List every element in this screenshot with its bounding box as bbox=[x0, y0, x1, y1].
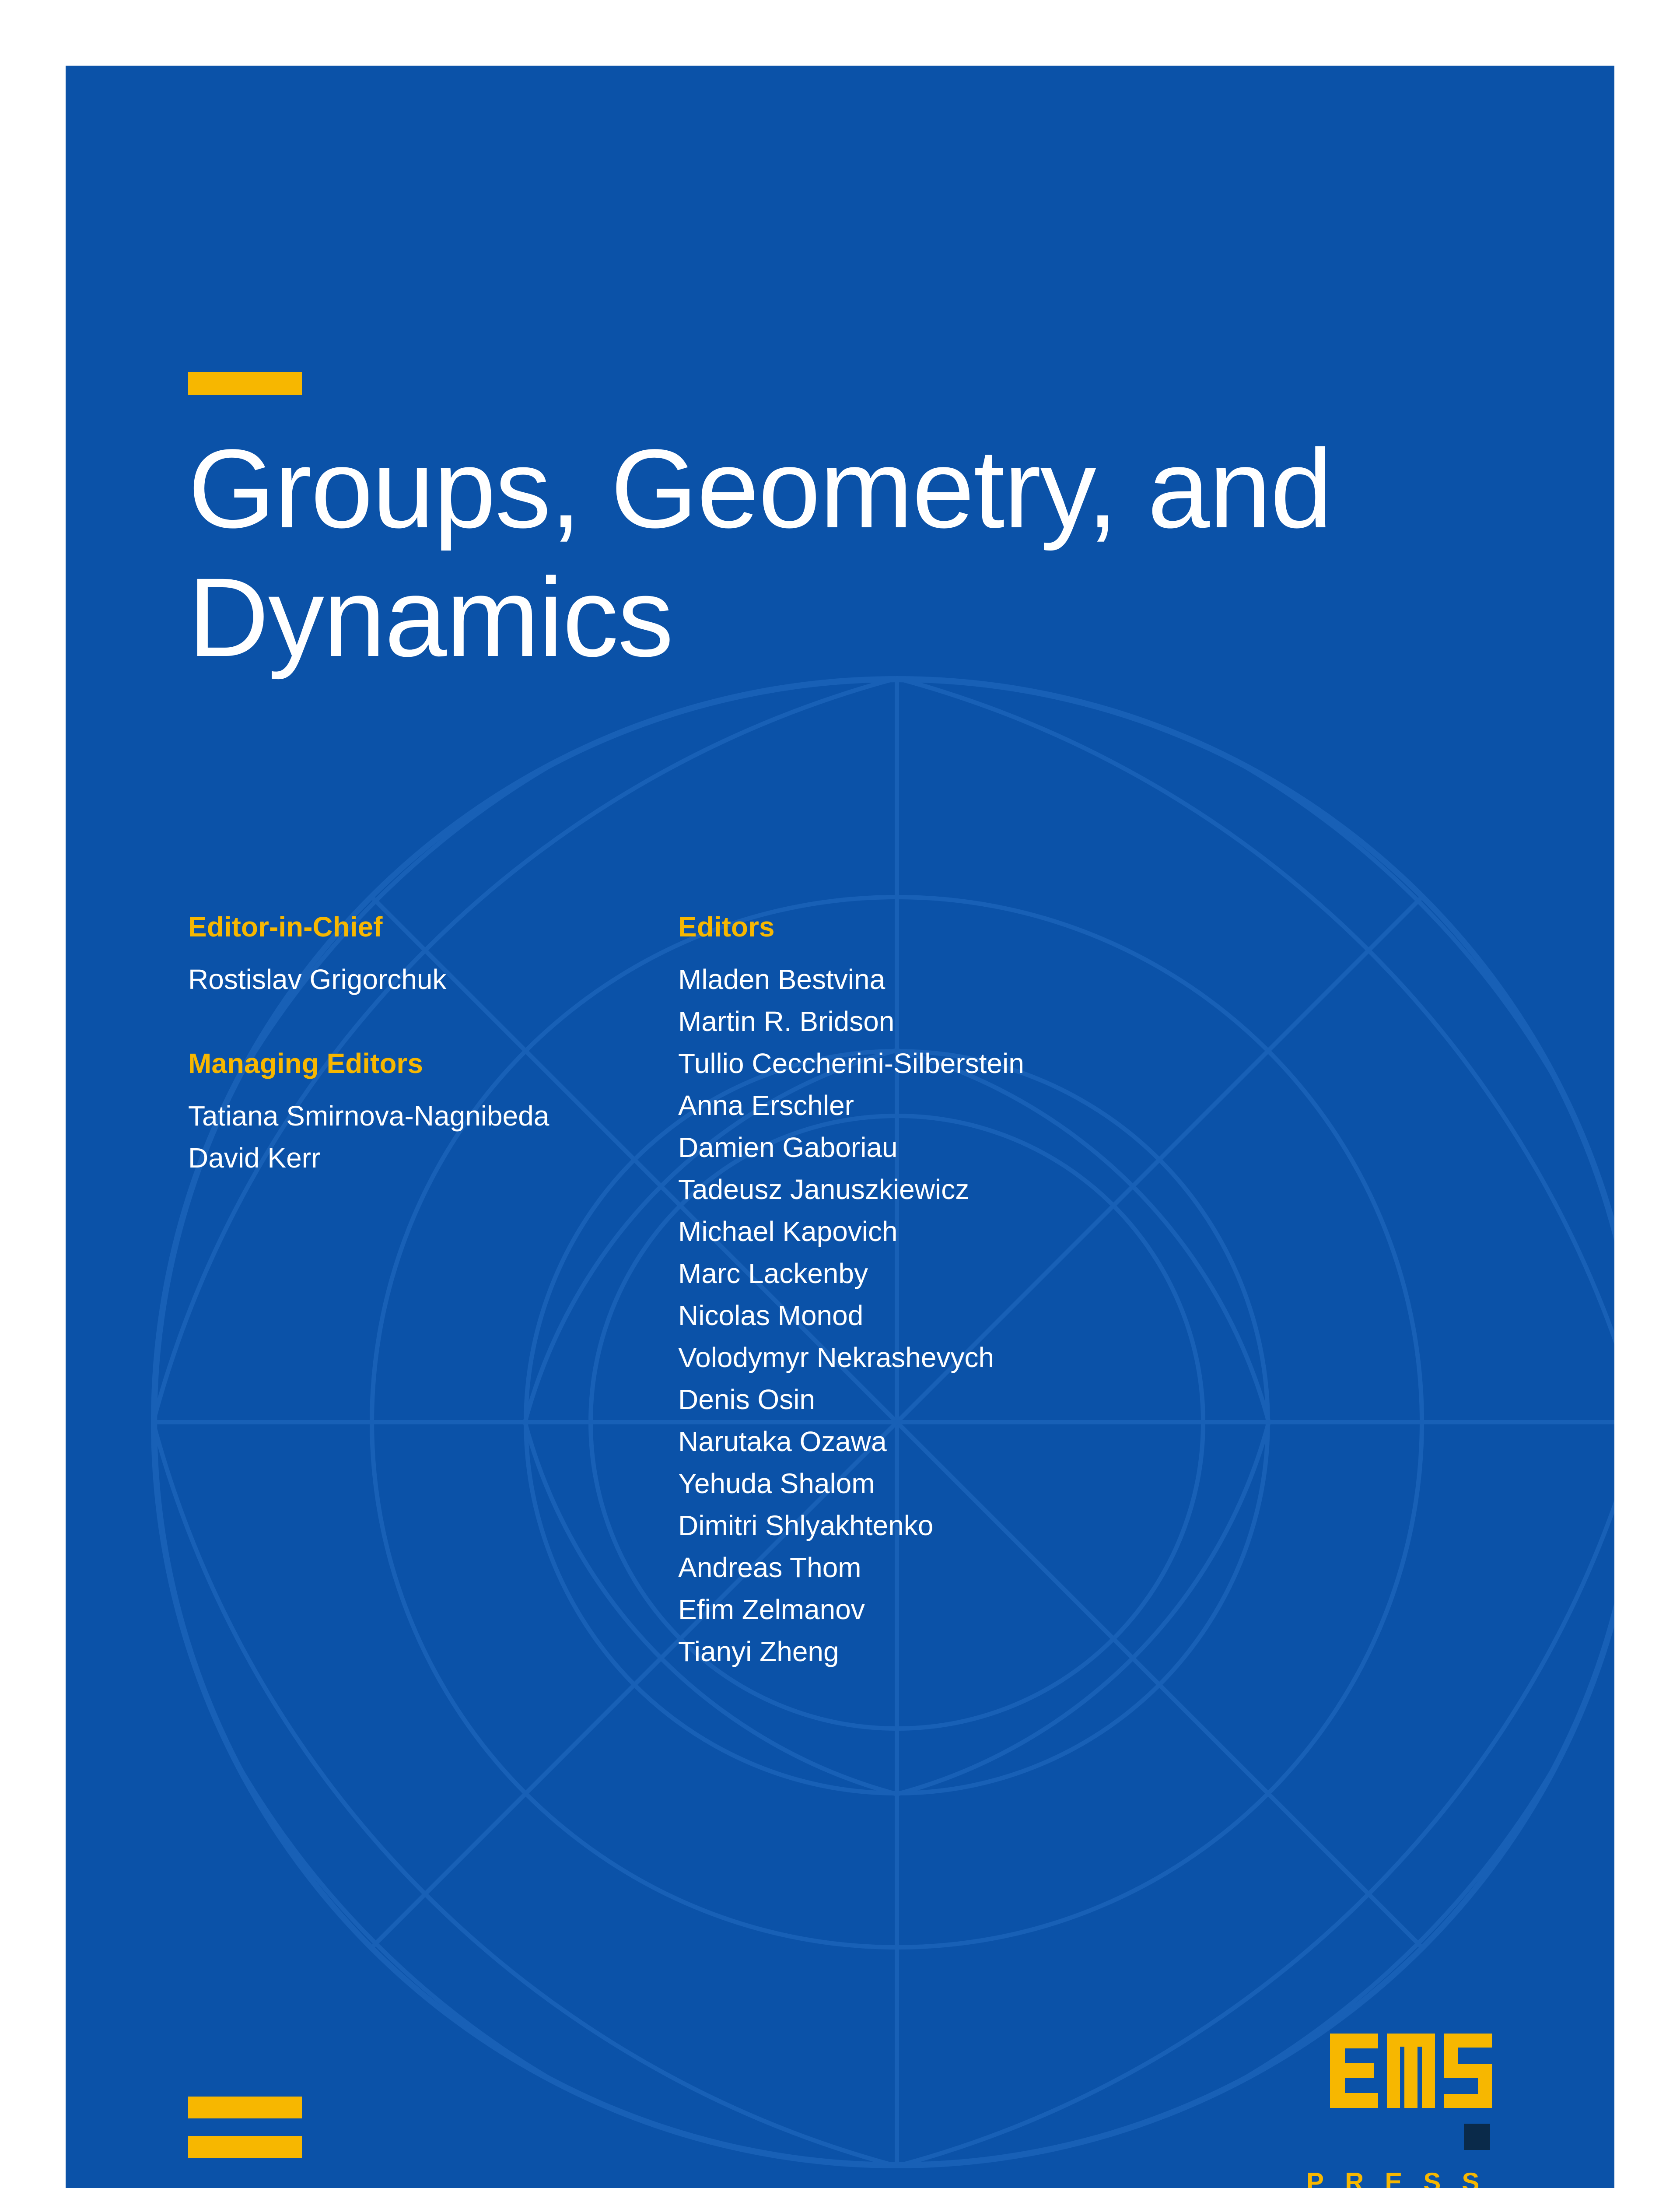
section-heading: Managing Editors bbox=[188, 1042, 643, 1084]
left-column: Editor-in-Chief Rostislav Grigorchuk Manag… bbox=[188, 906, 643, 1715]
journal-cover: Groups, Geometry, and Dynamics Editor-in… bbox=[66, 66, 1614, 2188]
editor-name: Andreas Thom bbox=[678, 1546, 1291, 1588]
publisher-press-text: PRESS bbox=[1304, 2167, 1492, 2188]
publisher-logo: PRESS bbox=[1304, 2034, 1492, 2188]
editor-name: Yehuda Shalom bbox=[678, 1462, 1291, 1504]
editor-name: Anna Erschler bbox=[678, 1084, 1291, 1126]
editor-name: Denis Osin bbox=[678, 1378, 1291, 1420]
right-column: EditorsMladen BestvinaMartin R. BridsonT… bbox=[678, 906, 1291, 1715]
editor-section: Editor-in-Chief Rostislav Grigorchuk bbox=[188, 906, 643, 1000]
accent-bar-bottom-1 bbox=[188, 2097, 302, 2118]
journal-title: Groups, Geometry, and Dynamics bbox=[188, 424, 1492, 682]
editor-name: Tullio Ceccherini-Silberstein bbox=[678, 1042, 1291, 1084]
editor-name: Efim Zelmanov bbox=[678, 1588, 1291, 1630]
editor-name: Michael Kapovich bbox=[678, 1210, 1291, 1252]
editor-name: Marc Lackenby bbox=[678, 1252, 1291, 1294]
ems-logo-icon bbox=[1330, 2034, 1492, 2152]
editor-name: Tianyi Zheng bbox=[678, 1630, 1291, 1673]
editor-section: Managing Editors Tatiana Smirnova-Nagnibe… bbox=[188, 1042, 643, 1179]
editor-name: David Kerr bbox=[188, 1137, 643, 1179]
accent-bar-bottom-group bbox=[188, 2097, 302, 2175]
editor-section: EditorsMladen BestvinaMartin R. BridsonT… bbox=[678, 906, 1291, 1673]
editors-region: Editor-in-Chief Rostislav Grigorchuk Manag… bbox=[188, 906, 1492, 1715]
editor-name: Mladen Bestvina bbox=[678, 958, 1291, 1000]
editor-name: Volodymyr Nekrashevych bbox=[678, 1336, 1291, 1378]
section-heading: Editor-in-Chief bbox=[188, 906, 643, 948]
editor-name: Nicolas Monod bbox=[678, 1294, 1291, 1336]
editor-name: Rostislav Grigorchuk bbox=[188, 958, 643, 1000]
editor-name: Tadeusz Januszkiewicz bbox=[678, 1168, 1291, 1210]
accent-bar-bottom-2 bbox=[188, 2136, 302, 2158]
section-heading: Editors bbox=[678, 906, 1291, 948]
accent-bar-top bbox=[188, 372, 302, 395]
editor-name: Narutaka Ozawa bbox=[678, 1420, 1291, 1462]
editor-name: Damien Gaboriau bbox=[678, 1126, 1291, 1168]
editor-name: Martin R. Bridson bbox=[678, 1000, 1291, 1042]
editor-name: Tatiana Smirnova-Nagnibeda bbox=[188, 1095, 643, 1137]
editor-name: Dimitri Shlyakhtenko bbox=[678, 1504, 1291, 1546]
